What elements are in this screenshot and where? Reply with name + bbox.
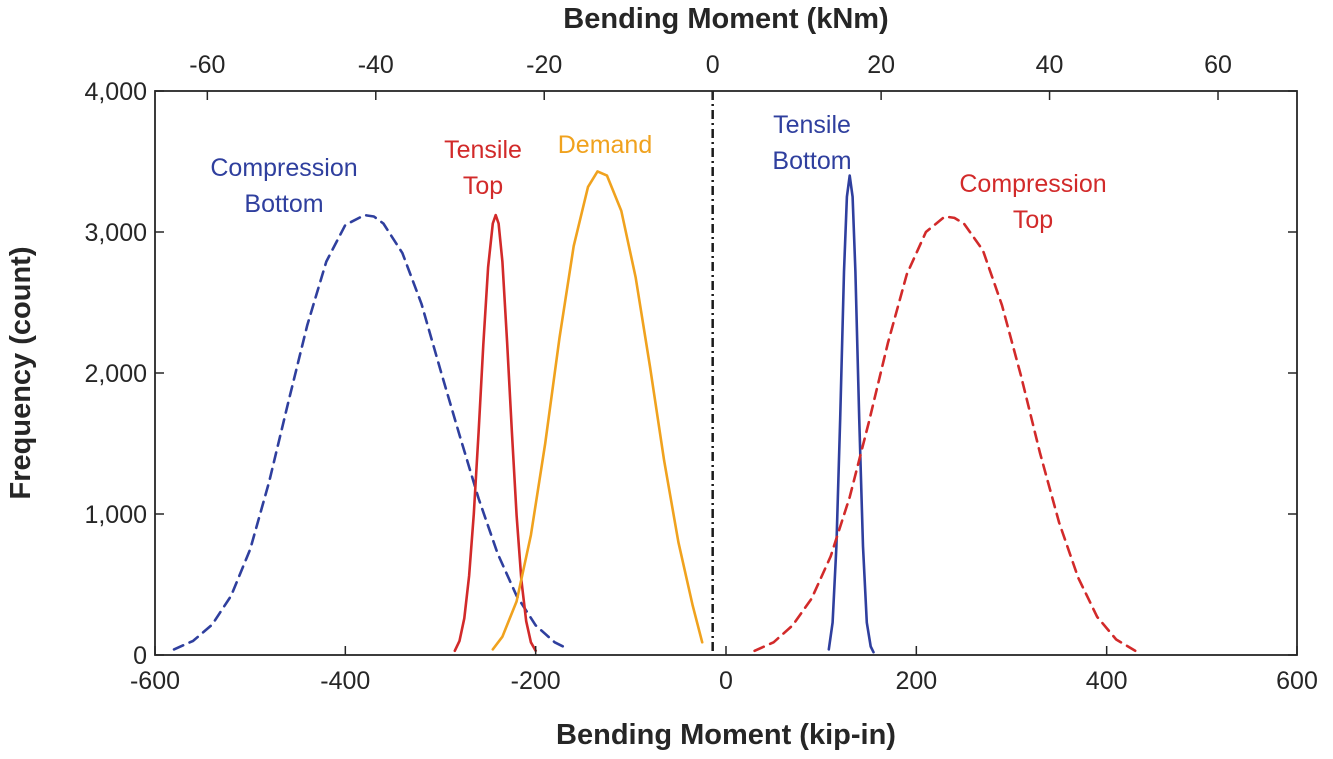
series-annotation-1: Top	[463, 172, 503, 200]
series-annotation-0: Compression	[210, 154, 357, 182]
series-line-2	[491, 170, 704, 651]
series-annotation-3: Tensile	[773, 111, 851, 139]
x-tick-label: 400	[1086, 667, 1128, 695]
series-line-0	[172, 213, 571, 651]
x-top-tick-label: 40	[1036, 51, 1064, 79]
x-tick-label: -200	[511, 667, 561, 695]
series-line-3	[827, 174, 875, 654]
series-annotation-4: Top	[1013, 206, 1053, 234]
x-top-tick-label: -40	[358, 51, 394, 79]
series-annotation-4: Compression	[959, 170, 1106, 198]
x-axis-title-top: Bending Moment (kNm)	[563, 3, 888, 35]
x-top-tick-label: 60	[1204, 51, 1232, 79]
y-tick-label: 2,000	[84, 360, 147, 388]
y-tick-label: 1,000	[84, 501, 147, 529]
tick-layer: -600 -400 -200 0 200 400 600-60 -40 -20 0 20 40 6001…	[84, 51, 1317, 695]
series-annotation-0: Bottom	[244, 190, 323, 218]
x-tick-label: 200	[895, 667, 937, 695]
series-annotation-2: Demand	[558, 131, 653, 159]
y-axis-title: Frequency (count)	[5, 247, 37, 500]
y-tick-label: 0	[133, 642, 147, 670]
x-axis-title-bottom: Bending Moment (kip-in)	[556, 719, 896, 751]
x-tick-label: 600	[1276, 667, 1318, 695]
x-top-tick-label: -20	[526, 51, 562, 79]
x-tick-label: -400	[320, 667, 370, 695]
x-top-tick-label: -60	[189, 51, 225, 79]
x-top-tick-label: 0	[706, 51, 720, 79]
x-top-tick-label: 20	[867, 51, 895, 79]
y-tick-label: 4,000	[84, 78, 147, 106]
series-annotation-3: Bottom	[772, 147, 851, 175]
series-line-4	[753, 215, 1137, 653]
series-annotation-1: Tensile	[444, 136, 522, 164]
y-tick-label: 3,000	[84, 219, 147, 247]
series-line-1	[453, 213, 538, 653]
x-tick-label: 0	[719, 667, 733, 695]
annotation-layer: Compression Bottom Tensile Top Demand Tensile…	[210, 111, 1106, 234]
series-layer	[172, 170, 1137, 654]
x-tick-label: -600	[130, 667, 180, 695]
